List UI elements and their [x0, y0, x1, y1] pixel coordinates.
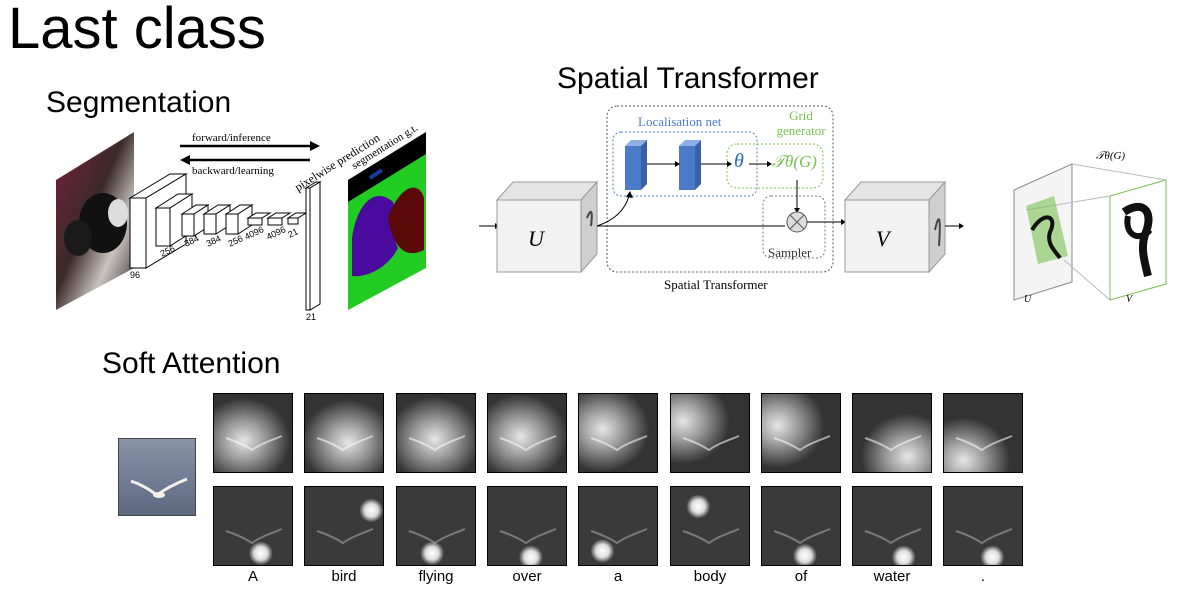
caption-word: A: [247, 568, 258, 585]
bird-overlay: [955, 435, 1013, 452]
bird-overlay: [864, 435, 922, 452]
segmentation-heading: Segmentation: [46, 86, 232, 119]
bird-overlay: [408, 435, 466, 452]
output-size-21: 21: [306, 312, 317, 322]
hard-attention-map: [487, 486, 567, 566]
transform-symbol: 𝒯θ(G): [772, 152, 817, 171]
hard-attention-map: [578, 486, 658, 566]
soft-attention-map: [670, 393, 750, 473]
output-feature-map: [843, 180, 947, 274]
soft-attention-map: [761, 393, 841, 473]
bird-overlay: [499, 528, 557, 545]
caption-word: bird: [331, 568, 357, 585]
input-bird-photo: [118, 438, 196, 516]
bird-overlay: [408, 528, 466, 545]
caption-word: a: [613, 568, 623, 585]
soft-attention-map: [578, 393, 658, 473]
hard-attention-map: [761, 486, 841, 566]
bird-overlay: [499, 435, 557, 452]
slide-title: Last class: [8, 0, 266, 61]
bird-overlay: [225, 435, 283, 452]
forward-label: forward/inference: [192, 132, 271, 144]
inset-transform-label: 𝒯θ(G): [1096, 150, 1126, 162]
inset-u-label: U: [1024, 294, 1032, 305]
grid-generator-label: Grid generator: [756, 108, 846, 138]
hard-attention-map: [213, 486, 293, 566]
soft-attention-heading: Soft Attention: [102, 347, 281, 380]
inset-v-label: V: [1126, 294, 1133, 305]
hard-attention-map: [852, 486, 932, 566]
bird-overlay: [590, 435, 648, 452]
bird-overlay: [682, 435, 740, 452]
bird-overlay: [590, 528, 648, 545]
bird-overlay: [773, 528, 831, 545]
backward-label: backward/learning: [192, 165, 274, 177]
bird-overlay: [773, 435, 831, 452]
segmentation-figure: [56, 132, 426, 311]
caption-word: body: [693, 568, 727, 585]
theta-symbol: θ: [734, 150, 744, 172]
bird-overlay: [316, 528, 374, 545]
soft-attention-map: [396, 393, 476, 473]
conv-layers: [128, 173, 322, 311]
soft-attention-map: [304, 393, 384, 473]
output-symbol-v: V: [876, 226, 890, 251]
hard-attention-map: [670, 486, 750, 566]
layer-size-96: 96: [130, 270, 141, 280]
soft-attention-map: [852, 393, 932, 473]
hard-attention-map: [304, 486, 384, 566]
caption-word: of: [794, 568, 808, 585]
caption-word: water: [873, 568, 911, 585]
spatial-transformer-heading: Spatial Transformer: [557, 62, 819, 95]
grid-label-line2: generator: [776, 123, 826, 138]
localisation-net-label: Localisation net: [638, 114, 722, 129]
soft-attention-map: [487, 393, 567, 473]
input-feature-map: [495, 180, 599, 274]
soft-attention-map: [943, 393, 1023, 473]
localisation-layers: [625, 140, 701, 190]
sampler-label: Sampler: [768, 245, 812, 260]
bird-overlay: [682, 528, 740, 545]
input-symbol-u: U: [528, 226, 544, 251]
bird-silhouette: [130, 477, 188, 498]
grid-points: [1026, 196, 1068, 264]
bird-overlay: [225, 528, 283, 545]
spatial-transformer-label: Spatial Transformer: [664, 277, 768, 292]
bird-overlay: [955, 528, 1013, 545]
grid-label-line1: Grid: [789, 108, 813, 123]
caption-word: .: [980, 568, 986, 585]
bird-overlay: [316, 435, 374, 452]
caption-word: flying: [418, 568, 454, 585]
bird-overlay: [864, 528, 922, 545]
hard-attention-map: [396, 486, 476, 566]
hard-attention-map: [943, 486, 1023, 566]
caption-word: over: [512, 568, 542, 585]
sampling-grid-inset: [1013, 163, 1167, 301]
spatial-transformer-diagram: [479, 105, 964, 274]
soft-attention-map: [213, 393, 293, 473]
